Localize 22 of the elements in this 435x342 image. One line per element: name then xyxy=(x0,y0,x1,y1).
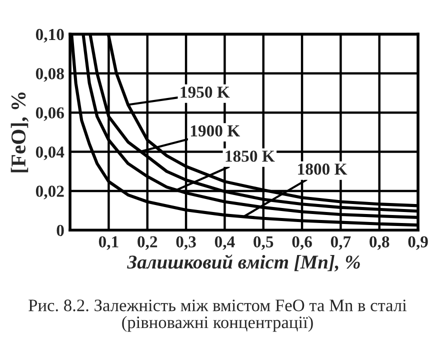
y-tick-label: 0 xyxy=(56,224,64,236)
annotation: 1900 K xyxy=(190,125,240,137)
x-tick-label: 0,4 xyxy=(214,236,235,250)
y-tick-label: 0,10 xyxy=(36,28,64,43)
y-tick-label: 0,08 xyxy=(36,68,64,82)
x-tick-label: 0,3 xyxy=(176,236,196,250)
x-tick-label: 0,9 xyxy=(408,236,428,250)
x-tick-label: 0,6 xyxy=(292,236,312,250)
y-tick-label: 0,02 xyxy=(36,186,64,200)
x-axis-title: Залишковий вміст [Mn], % xyxy=(127,254,360,272)
y-tick-label: 0,04 xyxy=(36,146,64,160)
y-tick-label: 0,06 xyxy=(36,107,64,121)
x-tick-label: 0,8 xyxy=(370,236,390,250)
x-tick-label: 0,2 xyxy=(138,236,158,250)
text: Рис. 8.2. Залежність між вмістом FeO та Mn в сталі (рівноважні концентрації) xyxy=(28,300,407,332)
x-tick-label: 0,1 xyxy=(98,236,118,250)
x-tick-label: 0,5 xyxy=(254,236,274,250)
annotation: 1850 K xyxy=(226,150,275,162)
annotation: 1950 K xyxy=(180,86,230,98)
x-tick-label: 0,7 xyxy=(330,236,351,250)
annotation: 1800 K xyxy=(298,164,348,175)
y-axis-title: [FeO], % xyxy=(10,92,29,172)
